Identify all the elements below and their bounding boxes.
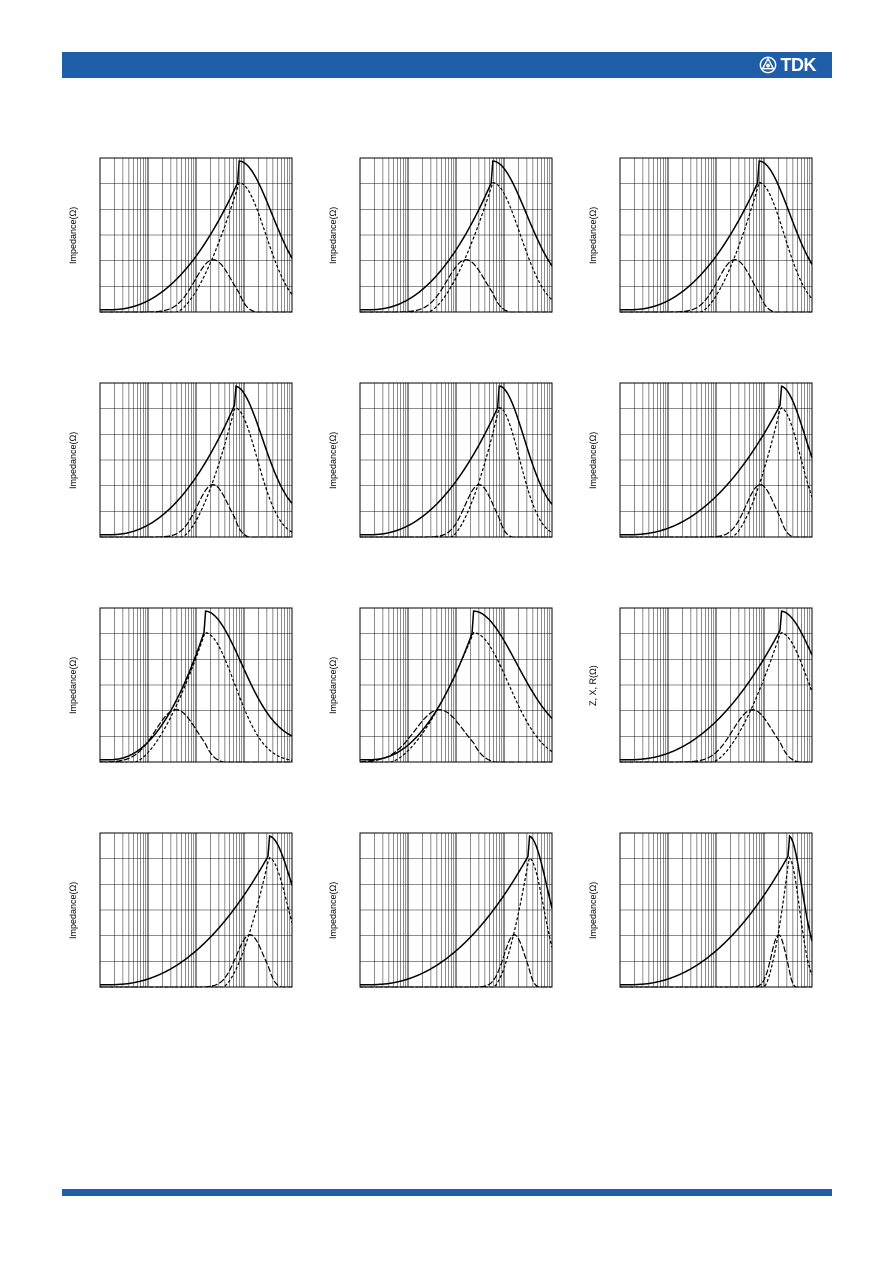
impedance-curve-x xyxy=(620,484,812,538)
plot-frame xyxy=(619,157,813,313)
impedance-curve-x xyxy=(359,709,552,763)
plot-frame xyxy=(99,607,293,763)
impedance-curve-z xyxy=(620,385,813,536)
impedance-curve-x xyxy=(100,709,292,763)
impedance-curve-z xyxy=(100,610,293,761)
impedance-chart-5: Impedance(Ω) xyxy=(322,377,572,547)
chart-grid xyxy=(359,383,552,537)
chart-svg xyxy=(99,157,293,313)
impedance-chart-9: Z, X, R(Ω) xyxy=(582,602,832,772)
chart-grid xyxy=(619,383,812,537)
tdk-logo-icon xyxy=(759,56,776,74)
impedance-chart-6: Impedance(Ω) xyxy=(582,377,832,547)
y-axis-label: Z, X, R(Ω) xyxy=(588,664,598,706)
chart-svg xyxy=(99,607,293,763)
impedance-chart-12: Impedance(Ω) xyxy=(582,827,832,997)
impedance-curve-x xyxy=(620,708,812,763)
plot-frame xyxy=(359,382,553,538)
impedance-curve-r xyxy=(100,632,293,763)
y-axis-label: Impedance(Ω) xyxy=(328,206,338,264)
impedance-curve-z xyxy=(100,160,293,311)
chart-grid xyxy=(619,608,812,762)
impedance-curve-z xyxy=(620,160,813,311)
impedance-curve-z xyxy=(360,610,553,761)
plot-frame xyxy=(99,157,293,313)
chart-grid xyxy=(99,608,292,762)
chart-svg xyxy=(359,157,553,313)
y-axis-label: Impedance(Ω) xyxy=(588,206,598,264)
chart-svg xyxy=(359,607,553,763)
impedance-chart-7: Impedance(Ω) xyxy=(62,602,312,772)
chart-grid xyxy=(619,158,812,312)
impedance-chart-4: Impedance(Ω) xyxy=(62,377,312,547)
chart-svg xyxy=(359,382,553,538)
impedance-curve-x xyxy=(360,484,552,538)
impedance-curve-z xyxy=(620,610,813,761)
header-bar: TDK xyxy=(62,52,832,78)
impedance-curve-x xyxy=(360,259,552,313)
impedance-chart-11: Impedance(Ω) xyxy=(322,827,572,997)
y-axis-label: Impedance(Ω) xyxy=(328,656,338,714)
impedance-curve-x xyxy=(360,934,552,988)
plot-frame xyxy=(619,607,813,763)
impedance-chart-10: Impedance(Ω) xyxy=(62,827,312,997)
plot-frame xyxy=(99,382,293,538)
tdk-logo: TDK xyxy=(759,55,817,75)
impedance-chart-3: Impedance(Ω) xyxy=(582,152,832,322)
impedance-curve-z xyxy=(360,385,553,536)
impedance-curve-x xyxy=(100,484,292,538)
chart-svg xyxy=(619,607,813,763)
chart-svg xyxy=(99,382,293,538)
impedance-curve-x xyxy=(100,259,292,313)
y-axis-label: Impedance(Ω) xyxy=(68,656,78,714)
plot-frame xyxy=(359,157,553,313)
chart-grid xyxy=(99,833,292,987)
chart-svg xyxy=(619,382,813,538)
plot-frame xyxy=(359,607,553,763)
chart-grid xyxy=(99,158,292,312)
impedance-curve-x xyxy=(620,933,812,988)
chart-grid xyxy=(359,608,552,762)
impedance-curve-r xyxy=(360,631,553,763)
impedance-curve-z xyxy=(100,385,293,536)
y-axis-label: Impedance(Ω) xyxy=(328,431,338,489)
footer-bar xyxy=(62,1189,832,1196)
impedance-curve-z xyxy=(360,160,553,311)
chart-svg xyxy=(99,832,293,988)
y-axis-label: Impedance(Ω) xyxy=(68,881,78,939)
impedance-curve-x xyxy=(100,934,292,988)
y-axis-label: Impedance(Ω) xyxy=(68,206,78,264)
impedance-curve-z xyxy=(100,835,293,986)
impedance-curve-x xyxy=(620,258,812,313)
chart-grid xyxy=(359,833,552,987)
chart-svg xyxy=(619,157,813,313)
impedance-chart-8: Impedance(Ω) xyxy=(322,602,572,772)
impedance-curve-z xyxy=(360,834,553,986)
chart-svg xyxy=(359,832,553,988)
chart-grid xyxy=(99,383,292,537)
brand-name: TDK xyxy=(780,55,817,75)
y-axis-label: Impedance(Ω) xyxy=(588,431,598,489)
impedance-curve-z xyxy=(620,834,813,986)
y-axis-label: Impedance(Ω) xyxy=(68,431,78,489)
chart-svg xyxy=(619,832,813,988)
chart-grid xyxy=(359,158,552,312)
y-axis-label: Impedance(Ω) xyxy=(588,881,598,939)
impedance-chart-1: Impedance(Ω) xyxy=(62,152,312,322)
y-axis-label: Impedance(Ω) xyxy=(328,881,338,939)
impedance-chart-2: Impedance(Ω) xyxy=(322,152,572,322)
chart-grid xyxy=(619,833,812,987)
